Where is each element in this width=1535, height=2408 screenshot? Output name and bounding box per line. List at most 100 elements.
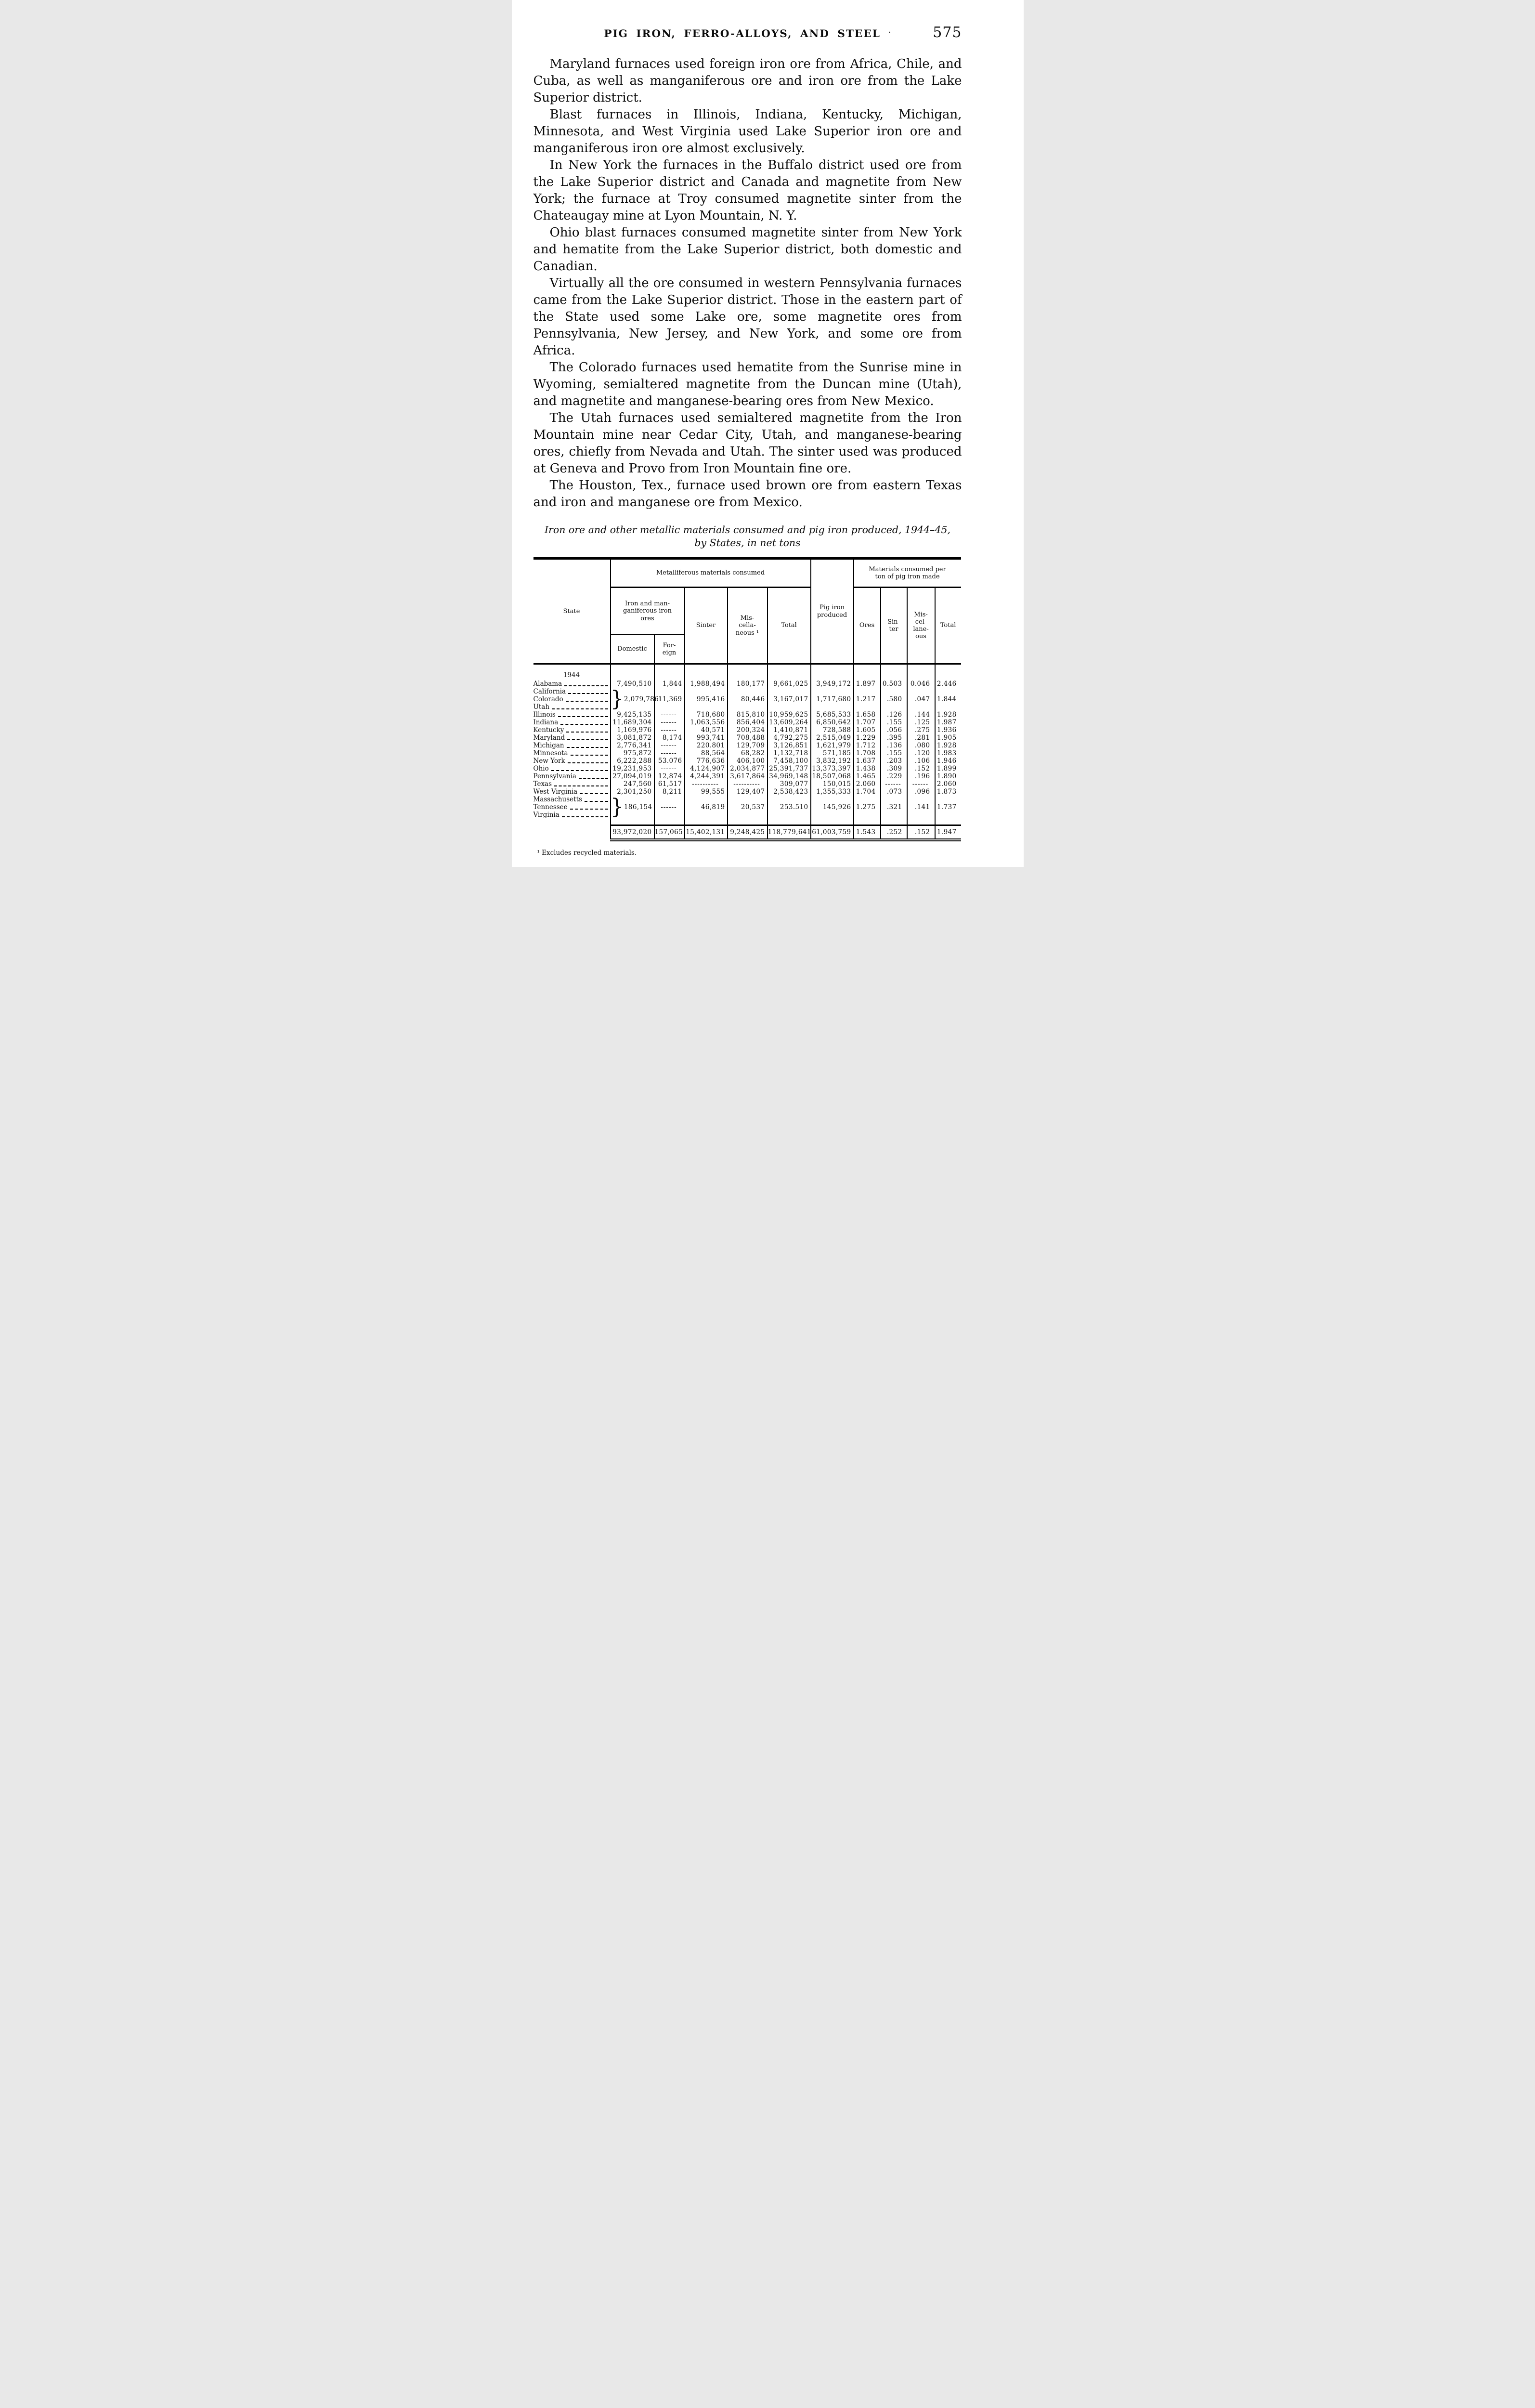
value-cell: [934, 663, 961, 680]
value-cell: 1.707: [853, 719, 881, 726]
leader-dashes: [584, 800, 608, 802]
value-cell: ----------: [727, 780, 768, 788]
leader-dashes: [564, 685, 608, 686]
col-header-foreign: For- eign: [653, 635, 685, 664]
table-row: Illinois 9,425,135 ------ 718,680 815,810 10,…: [533, 711, 961, 719]
leader-dashes: [570, 808, 608, 810]
value-cell: 1.217: [853, 688, 881, 711]
value-cell: 1.947: [934, 825, 961, 841]
value-cell: 9,248,425: [727, 825, 768, 841]
value-cell: .252: [880, 825, 907, 841]
value-cell: 1.983: [934, 749, 961, 757]
value-cell: 1.275: [853, 796, 881, 819]
value-cell: .056: [880, 726, 907, 734]
value-cell: 1,132,718: [767, 749, 811, 757]
table-head: State Metalliferous materials consumed P…: [533, 558, 961, 664]
paragraph: The Houston, Tex., furnace used brown or…: [533, 478, 962, 510]
value-cell: ------: [653, 742, 685, 749]
value-cell: 20,537: [727, 796, 768, 819]
table-row: Indiana 11,689,304 ------ 1,063,556 856,404 1…: [533, 719, 961, 726]
col-header-total-per-ton: Total: [934, 587, 961, 664]
year-row: 1944: [533, 663, 961, 680]
body-text: Maryland furnaces used foreign iron ore …: [533, 56, 962, 511]
value-cell: [880, 819, 907, 826]
value-cell: .106: [906, 757, 935, 765]
value-cell: 10,959,625: [767, 711, 811, 719]
value-cell: 815,810: [727, 711, 768, 719]
header-dot: ·: [888, 27, 891, 38]
value-cell: 718,680: [684, 711, 728, 719]
table-caption: Iron ore and other metallic materials co…: [533, 523, 962, 550]
value-cell: ------: [653, 796, 685, 819]
data-table: State Metalliferous materials consumed P…: [533, 557, 961, 841]
table-row: Tennessee: [533, 803, 961, 811]
value-cell: 129,407: [727, 788, 768, 796]
value-cell: 1.637: [853, 757, 881, 765]
paragraph: Ohio blast furnaces consumed magnetite s…: [533, 225, 962, 274]
value-cell: 1,410,871: [767, 726, 811, 734]
state-cell: Illinois: [533, 711, 611, 719]
value-cell: 25,391,737: [767, 765, 811, 772]
state-label: Virginia: [533, 811, 559, 819]
spacer-row: [533, 819, 961, 826]
value-cell: 1,988,494: [684, 680, 728, 688]
value-cell: 11,369: [653, 688, 685, 711]
value-cell: ------: [653, 711, 685, 719]
value-cell: [906, 663, 935, 680]
col-header-pig-iron: Pig iron produced: [810, 558, 854, 664]
value-cell: 1,717,680: [810, 688, 854, 711]
value-cell: 1.987: [934, 719, 961, 726]
value-cell: .281: [906, 734, 935, 742]
value-cell: 1.438: [853, 765, 881, 772]
leader-dashes: [566, 731, 608, 733]
value-cell: 8,211: [653, 788, 685, 796]
state-label: Maryland: [533, 733, 565, 742]
value-cell: 975,872: [610, 749, 654, 757]
value-cell: 1.936: [934, 726, 961, 734]
table-row: California} 2,079,786 11,369 995,416 80,446 3…: [533, 688, 961, 711]
value-cell: .580: [880, 688, 907, 711]
state-cell: California: [533, 688, 611, 695]
value-cell: .096: [906, 788, 935, 796]
value-cell: ------: [653, 765, 685, 772]
leader-dashes: [578, 777, 608, 779]
table-row: Michigan 2,776,341 ------ 220.801 129,709 3,1…: [533, 742, 961, 749]
value-cell: 1.899: [934, 765, 961, 772]
leader-dashes: [552, 708, 608, 709]
value-cell: 776,636: [684, 757, 728, 765]
value-cell: 1.543: [853, 825, 881, 841]
value-cell: [727, 663, 768, 680]
state-label: Texas: [533, 780, 552, 788]
table-row: Pennsylvania 27,094,019 12,874 4,244,391 3,6…: [533, 772, 961, 780]
value-cell: 2.060: [853, 780, 881, 788]
value-cell: 180,177: [727, 680, 768, 688]
col-header-state: State: [563, 607, 580, 615]
table-row: Alabama 7,490,510 1,844 1,988,494 180,177 9,6…: [533, 680, 961, 688]
value-cell: ------: [653, 726, 685, 734]
state-label: Kentucky: [533, 726, 564, 734]
value-cell: 5,685,533: [810, 711, 854, 719]
value-cell: 6,850,642: [810, 719, 854, 726]
value-cell: } 186,154: [610, 796, 654, 819]
value-cell: 1.465: [853, 772, 881, 780]
value-cell: .196: [906, 772, 935, 780]
table-body: 1944 Alabama 7,490,510 1,844 1,988,494 180,17…: [533, 663, 961, 841]
value-cell: [684, 663, 728, 680]
value-cell: [610, 819, 654, 826]
value-cell: 68,282: [727, 749, 768, 757]
value-cell: ----------: [684, 780, 728, 788]
value-cell: 2,538,423: [767, 788, 811, 796]
value-cell: 728,588: [810, 726, 854, 734]
value-cell: [934, 819, 961, 826]
value-cell: 571,185: [810, 749, 854, 757]
value-cell: .229: [880, 772, 907, 780]
value-cell: 7,458,100: [767, 757, 811, 765]
value-cell: 157,065: [653, 825, 685, 841]
col-group-per-ton: Materials consumed per ton of pig iron m…: [853, 558, 961, 588]
state-cell: Utah: [533, 703, 611, 711]
value-cell: .120: [906, 749, 935, 757]
value-cell: 61,003,759: [810, 825, 854, 841]
total-state-cell: [533, 825, 611, 840]
value-cell: 6,222,288: [610, 757, 654, 765]
leader-dashes: [554, 785, 608, 786]
